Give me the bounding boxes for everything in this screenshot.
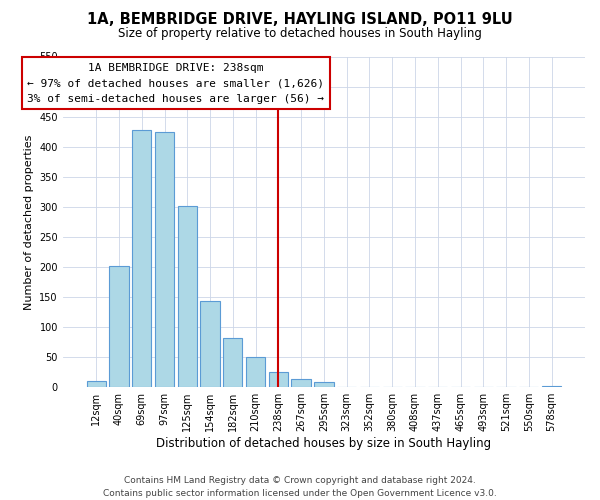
Bar xyxy=(132,130,151,387)
Bar xyxy=(314,382,334,387)
Bar xyxy=(109,266,128,387)
Bar xyxy=(155,132,174,387)
Bar xyxy=(269,372,288,387)
Bar xyxy=(200,301,220,387)
Bar xyxy=(178,206,197,387)
Bar xyxy=(86,381,106,387)
Text: 1A, BEMBRIDGE DRIVE, HAYLING ISLAND, PO11 9LU: 1A, BEMBRIDGE DRIVE, HAYLING ISLAND, PO1… xyxy=(87,12,513,28)
X-axis label: Distribution of detached houses by size in South Hayling: Distribution of detached houses by size … xyxy=(157,437,491,450)
Y-axis label: Number of detached properties: Number of detached properties xyxy=(24,134,34,310)
Bar xyxy=(542,386,561,387)
Bar xyxy=(246,356,265,387)
Text: Size of property relative to detached houses in South Hayling: Size of property relative to detached ho… xyxy=(118,28,482,40)
Text: Contains HM Land Registry data © Crown copyright and database right 2024.
Contai: Contains HM Land Registry data © Crown c… xyxy=(103,476,497,498)
Bar xyxy=(292,379,311,387)
Bar xyxy=(223,338,242,387)
Text: 1A BEMBRIDGE DRIVE: 238sqm
← 97% of detached houses are smaller (1,626)
3% of se: 1A BEMBRIDGE DRIVE: 238sqm ← 97% of deta… xyxy=(28,62,325,104)
